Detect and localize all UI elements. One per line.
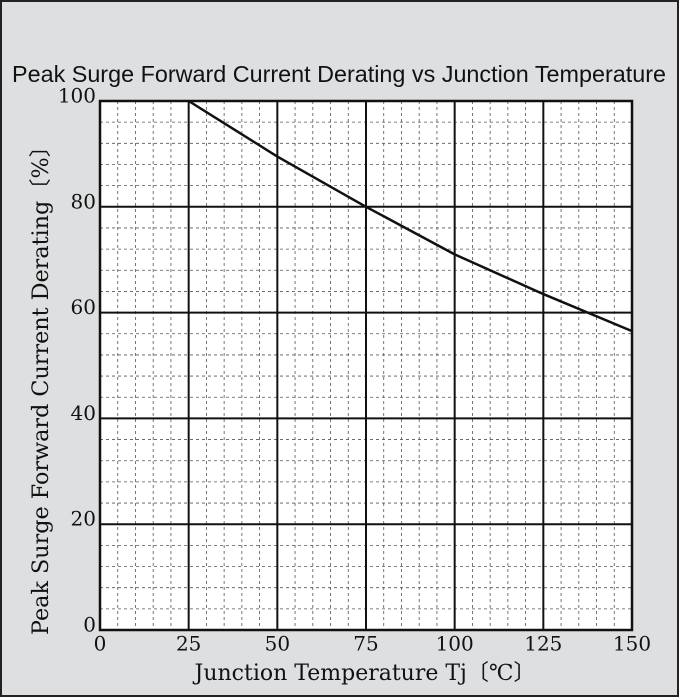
x-tick-label: 150: [613, 632, 651, 656]
plot-border: [98, 99, 634, 632]
chart-title: Peak Surge Forward Current Derating vs J…: [12, 61, 666, 87]
x-tick-label: 100: [436, 632, 474, 656]
x-tick-label: 75: [353, 632, 378, 656]
y-tick-label: 0: [83, 613, 96, 637]
x-tick-label: 125: [524, 632, 562, 656]
y-tick-label: 80: [71, 189, 96, 213]
y-tick-label: 100: [58, 84, 96, 108]
y-tick-label: 60: [71, 295, 96, 319]
x-tick-label: 0: [94, 632, 107, 656]
y-tick-label: 40: [71, 401, 96, 425]
y-tick-label: 20: [71, 507, 96, 531]
y-axis-label: Peak Surge Forward Current Derating〔%〕: [29, 135, 54, 635]
x-tick-label: 25: [176, 632, 201, 656]
x-axis-label: Junction Temperature Tj〔℃〕: [193, 661, 536, 686]
x-tick-label: 50: [265, 632, 290, 656]
line-series: [188, 99, 633, 333]
